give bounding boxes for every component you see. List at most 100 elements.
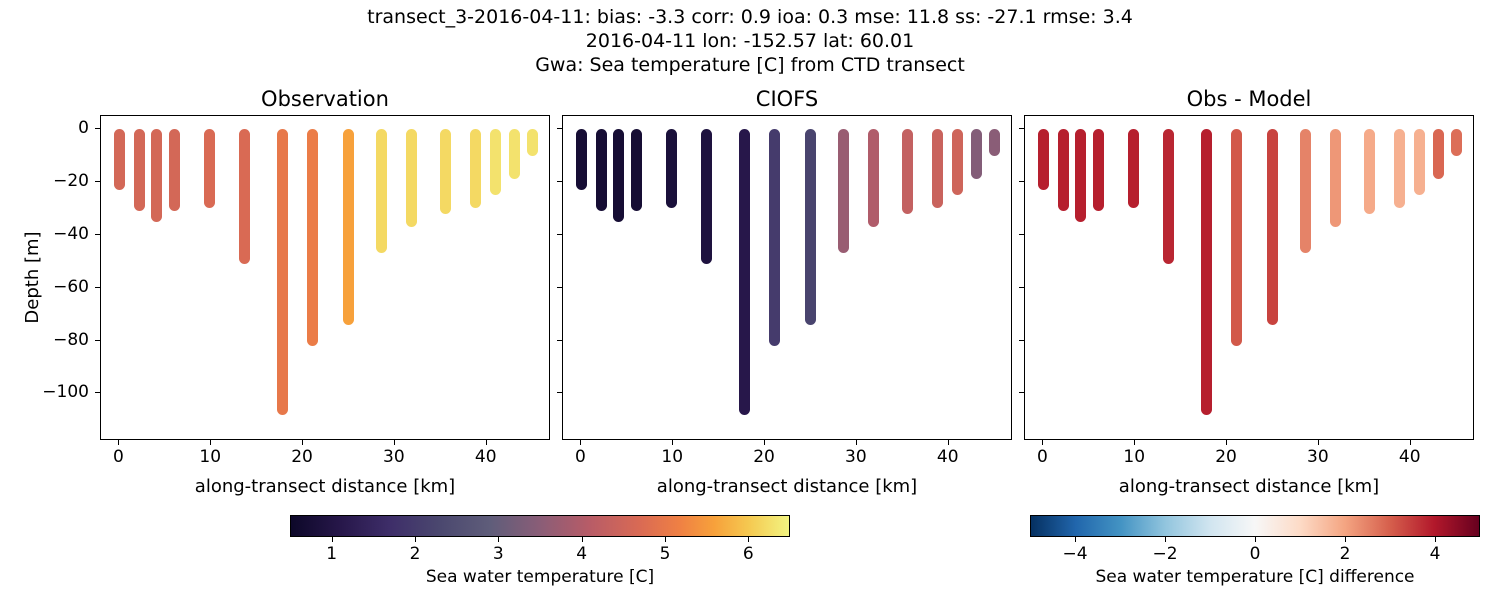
ytick [95, 287, 100, 288]
ytick [1019, 234, 1024, 235]
xtick-label: 10 [199, 447, 221, 467]
suptitle-line2: 2016-04-11 lon: -152.57 lat: 60.01 [0, 30, 1500, 54]
suptitle-line3: Gwa: Sea temperature [C] from CTD transe… [0, 54, 1500, 78]
ytick [557, 340, 562, 341]
xtick-label: 10 [1123, 447, 1145, 467]
colorbar-tick-label: 0 [1250, 544, 1261, 564]
ytick [557, 181, 562, 182]
ytick [557, 234, 562, 235]
xtick-label: 0 [113, 447, 124, 467]
profile-bar [932, 129, 943, 208]
panel-title-1: CIOFS [562, 87, 1012, 111]
ytick [1019, 392, 1024, 393]
ytick [557, 128, 562, 129]
profile-bar [343, 129, 354, 325]
ytick [557, 287, 562, 288]
profile-bar [701, 129, 712, 264]
ytick [1019, 340, 1024, 341]
ytick [1019, 128, 1024, 129]
ylabel: Depth [m] [22, 115, 43, 440]
xlabel-1: along-transect distance [km] [562, 476, 1012, 497]
profile-bar [406, 129, 417, 227]
ytick [1019, 181, 1024, 182]
ytick-label: −60 [39, 277, 89, 297]
profile-bar [307, 129, 318, 346]
xtick [672, 440, 673, 445]
xtick-label: 40 [937, 447, 959, 467]
profile-bar [1038, 129, 1049, 190]
ytick [95, 340, 100, 341]
profile-bar [134, 129, 145, 211]
ytick [95, 234, 100, 235]
profile-bar [1267, 129, 1278, 325]
ytick-label: 0 [39, 118, 89, 138]
colorbar-tick-label: 4 [576, 544, 587, 564]
xtick [764, 440, 765, 445]
colorbar-tick-label: 2 [410, 544, 421, 564]
xtick [210, 440, 211, 445]
xtick [948, 440, 949, 445]
profile-bar [1163, 129, 1174, 264]
colorbar-tick [582, 537, 583, 542]
profile-bar [1093, 129, 1104, 211]
colorbar-seq [290, 515, 790, 537]
colorbar-tick [1435, 537, 1436, 542]
colorbar-tick [1345, 537, 1346, 542]
xtick [1410, 440, 1411, 445]
profile-bar [1364, 129, 1375, 214]
profile-bar [1231, 129, 1242, 346]
ytick [95, 181, 100, 182]
profile-bar [509, 129, 520, 179]
colorbar-tick [665, 537, 666, 542]
profile-bar [576, 129, 587, 190]
xtick [1042, 440, 1043, 445]
xtick-label: 20 [1215, 447, 1237, 467]
profile-bar [1433, 129, 1444, 179]
xtick [1134, 440, 1135, 445]
xtick [302, 440, 303, 445]
colorbar-tick [332, 537, 333, 542]
panel-title-0: Observation [100, 87, 550, 111]
suptitle-line1: transect_3-2016-04-11: bias: -3.3 corr: … [0, 6, 1500, 30]
profile-bar [1201, 129, 1212, 414]
colorbar-tick-label: 1 [326, 544, 337, 564]
profile-bar [613, 129, 624, 221]
profile-bar [1451, 129, 1462, 155]
profile-bar [739, 129, 750, 414]
profile-bar [169, 129, 180, 211]
colorbar-tick [1255, 537, 1256, 542]
xtick-label: 30 [383, 447, 405, 467]
profile-bar [805, 129, 816, 325]
profile-bar [1075, 129, 1086, 221]
colorbar-label-div: Sea water temperature [C] difference [1030, 567, 1480, 587]
panel-2 [1024, 115, 1474, 440]
xtick [394, 440, 395, 445]
xtick-label: 30 [845, 447, 867, 467]
profile-bar [527, 129, 538, 155]
xtick [118, 440, 119, 445]
ytick-label: −20 [39, 171, 89, 191]
panel-title-2: Obs - Model [1024, 87, 1474, 111]
profile-bar [989, 129, 1000, 155]
colorbar-tick-label: 2 [1340, 544, 1351, 564]
profile-bar [490, 129, 501, 195]
colorbar-tick-label: 3 [493, 544, 504, 564]
xtick-label: 40 [475, 447, 497, 467]
profile-bar [1414, 129, 1425, 195]
xtick-label: 10 [661, 447, 683, 467]
profile-bar [952, 129, 963, 195]
xtick-label: 20 [291, 447, 313, 467]
xtick-label: 20 [753, 447, 775, 467]
profile-bar [1058, 129, 1069, 211]
colorbar-label-seq: Sea water temperature [C] [290, 567, 790, 587]
colorbar-tick [415, 537, 416, 542]
xtick-label: 0 [1037, 447, 1048, 467]
profile-bar [596, 129, 607, 211]
ytick-label: −80 [39, 330, 89, 350]
profile-bar [470, 129, 481, 208]
profile-bar [204, 129, 215, 208]
profile-bar [1300, 129, 1311, 253]
ytick [557, 392, 562, 393]
profile-bar [971, 129, 982, 179]
xtick [1226, 440, 1227, 445]
